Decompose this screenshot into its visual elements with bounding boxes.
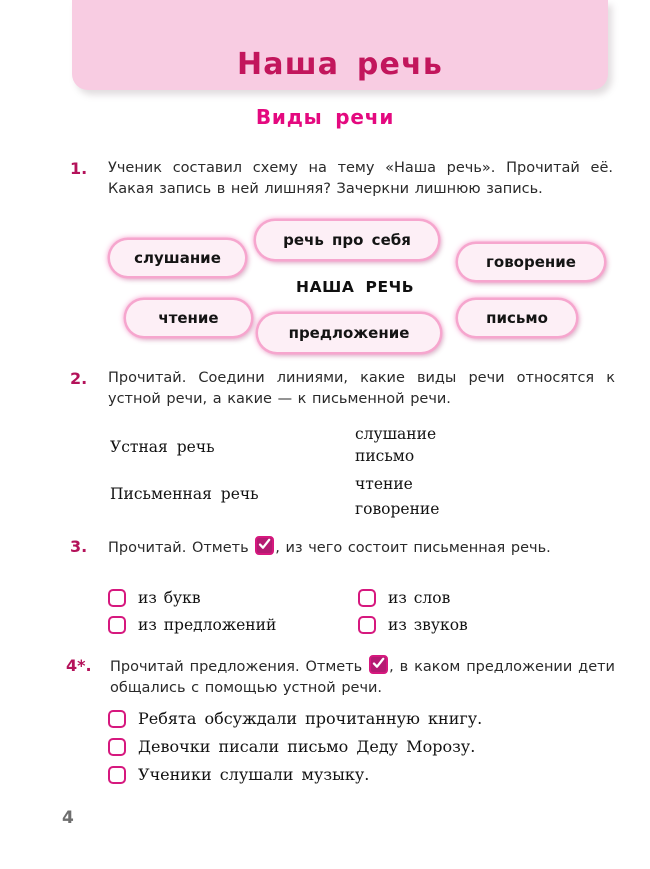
exercise-2-prompt: Прочитай. Соедини линиями, какие виды ре… bbox=[108, 370, 615, 407]
match-item-pismo[interactable]: письмо bbox=[355, 447, 415, 465]
exercise-3-prompt-before: Прочитай. Отметь bbox=[108, 540, 255, 556]
match-item-ustnaya-rech[interactable]: Устная речь bbox=[110, 438, 215, 456]
option-row-devochki[interactable]: Девочки писали письмо Деду Морозу. bbox=[108, 737, 475, 756]
option-row-iz-slov[interactable]: из слов bbox=[358, 589, 450, 607]
diagram-pill-govorenie[interactable]: говорение bbox=[458, 244, 604, 280]
match-item-slushanie[interactable]: слушание bbox=[355, 425, 437, 443]
diagram-pill-rech-pro-sebya[interactable]: речь про себя bbox=[256, 221, 438, 259]
checkbox-iz-slov[interactable] bbox=[358, 589, 376, 607]
diagram-pill-chtenie[interactable]: чтение bbox=[126, 300, 251, 336]
diagram-center-label: НАША РЕЧЬ bbox=[296, 278, 415, 296]
option-row-iz-bukv[interactable]: из букв bbox=[108, 589, 201, 607]
diagram-pill-label: предложение bbox=[288, 324, 410, 342]
option-label: из букв bbox=[138, 589, 201, 607]
option-label: из звуков bbox=[388, 616, 468, 634]
option-row-rebyata[interactable]: Ребята обсуждали прочитанную книгу. bbox=[108, 709, 482, 728]
exercise-3-number: 3. bbox=[70, 537, 88, 556]
exercise-1-prompt: Ученик составил схему на тему «Наша речь… bbox=[108, 160, 613, 197]
page-number: 4 bbox=[62, 808, 74, 828]
checkbox-iz-bukv[interactable] bbox=[108, 589, 126, 607]
exercise-3-prompt: Прочитай. Отметь , из чего состоит письм… bbox=[108, 536, 615, 559]
option-label: Девочки писали письмо Деду Морозу. bbox=[138, 737, 476, 756]
diagram-pill-label: письмо bbox=[486, 309, 548, 327]
page-title: Наша речь bbox=[236, 47, 444, 82]
exercise-4: 4*. Прочитай предложения. Отметь , в как… bbox=[66, 655, 615, 699]
checkbox-iz-predlozheniy[interactable] bbox=[108, 616, 126, 634]
diagram-pill-label: слушание bbox=[134, 249, 221, 267]
option-label: из предложений bbox=[138, 616, 277, 634]
speech-types-diagram: слушание речь про себя говорение НАША РЕ… bbox=[0, 221, 650, 357]
diagram-pill-slushanie[interactable]: слушание bbox=[110, 240, 245, 276]
checkbox-rebyata[interactable] bbox=[108, 709, 126, 728]
exercise-4-prompt: Прочитай предложения. Отметь , в каком п… bbox=[110, 655, 615, 699]
exercise-1-number: 1. bbox=[70, 159, 88, 178]
option-label: Ребята обсуждали прочитанную книгу. bbox=[138, 709, 483, 728]
exercise-4-number: 4*. bbox=[66, 656, 92, 675]
exercise-1: 1. Ученик составил схему на тему «Наша р… bbox=[70, 158, 615, 200]
exercise-3: 3. Прочитай. Отметь , из чего состоит пи… bbox=[70, 536, 615, 559]
option-row-iz-zvukov[interactable]: из звуков bbox=[358, 616, 468, 634]
option-label: Ученики слушали музыку. bbox=[138, 765, 370, 784]
exercise-4-prompt-before: Прочитай предложения. Отметь bbox=[110, 659, 369, 675]
checkbox-ucheniki[interactable] bbox=[108, 765, 126, 784]
diagram-pill-label: говорение bbox=[486, 253, 576, 271]
check-mark-icon bbox=[255, 536, 275, 555]
option-row-iz-predlozheniy[interactable]: из предложений bbox=[108, 616, 276, 634]
exercise-4-prompt-after: , в каком предложении дети общались с по… bbox=[110, 659, 615, 696]
exercise-2: 2. Прочитай. Соедини линиями, какие виды… bbox=[70, 368, 615, 410]
match-item-pismennaya-rech[interactable]: Письменная речь bbox=[110, 485, 259, 503]
diagram-pill-label: чтение bbox=[158, 309, 219, 327]
diagram-pill-label: речь про себя bbox=[283, 231, 411, 249]
check-mark-icon bbox=[369, 655, 389, 674]
option-row-ucheniki[interactable]: Ученики слушали музыку. bbox=[108, 765, 369, 784]
page-subtitle: Виды речи bbox=[255, 105, 395, 129]
diagram-pill-predlozhenie[interactable]: предложение bbox=[258, 314, 440, 352]
checkbox-devochki[interactable] bbox=[108, 737, 126, 756]
header-banner: Наша речь bbox=[72, 0, 608, 90]
checkbox-iz-zvukov[interactable] bbox=[358, 616, 376, 634]
match-item-chtenie[interactable]: чтение bbox=[355, 475, 413, 493]
exercise-3-prompt-after: , из чего состоит письменная речь. bbox=[275, 540, 551, 556]
exercise-2-number: 2. bbox=[70, 369, 88, 388]
match-item-govorenie[interactable]: говорение bbox=[355, 500, 440, 518]
option-label: из слов bbox=[388, 589, 451, 607]
diagram-pill-pismo[interactable]: письмо bbox=[458, 300, 576, 336]
